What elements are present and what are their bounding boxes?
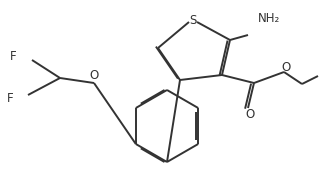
Text: F: F — [7, 91, 13, 105]
Text: F: F — [10, 50, 16, 62]
Text: NH₂: NH₂ — [258, 11, 280, 25]
Text: O: O — [281, 61, 291, 74]
Text: O: O — [90, 69, 99, 81]
Text: O: O — [245, 108, 255, 120]
Text: S: S — [189, 13, 197, 26]
